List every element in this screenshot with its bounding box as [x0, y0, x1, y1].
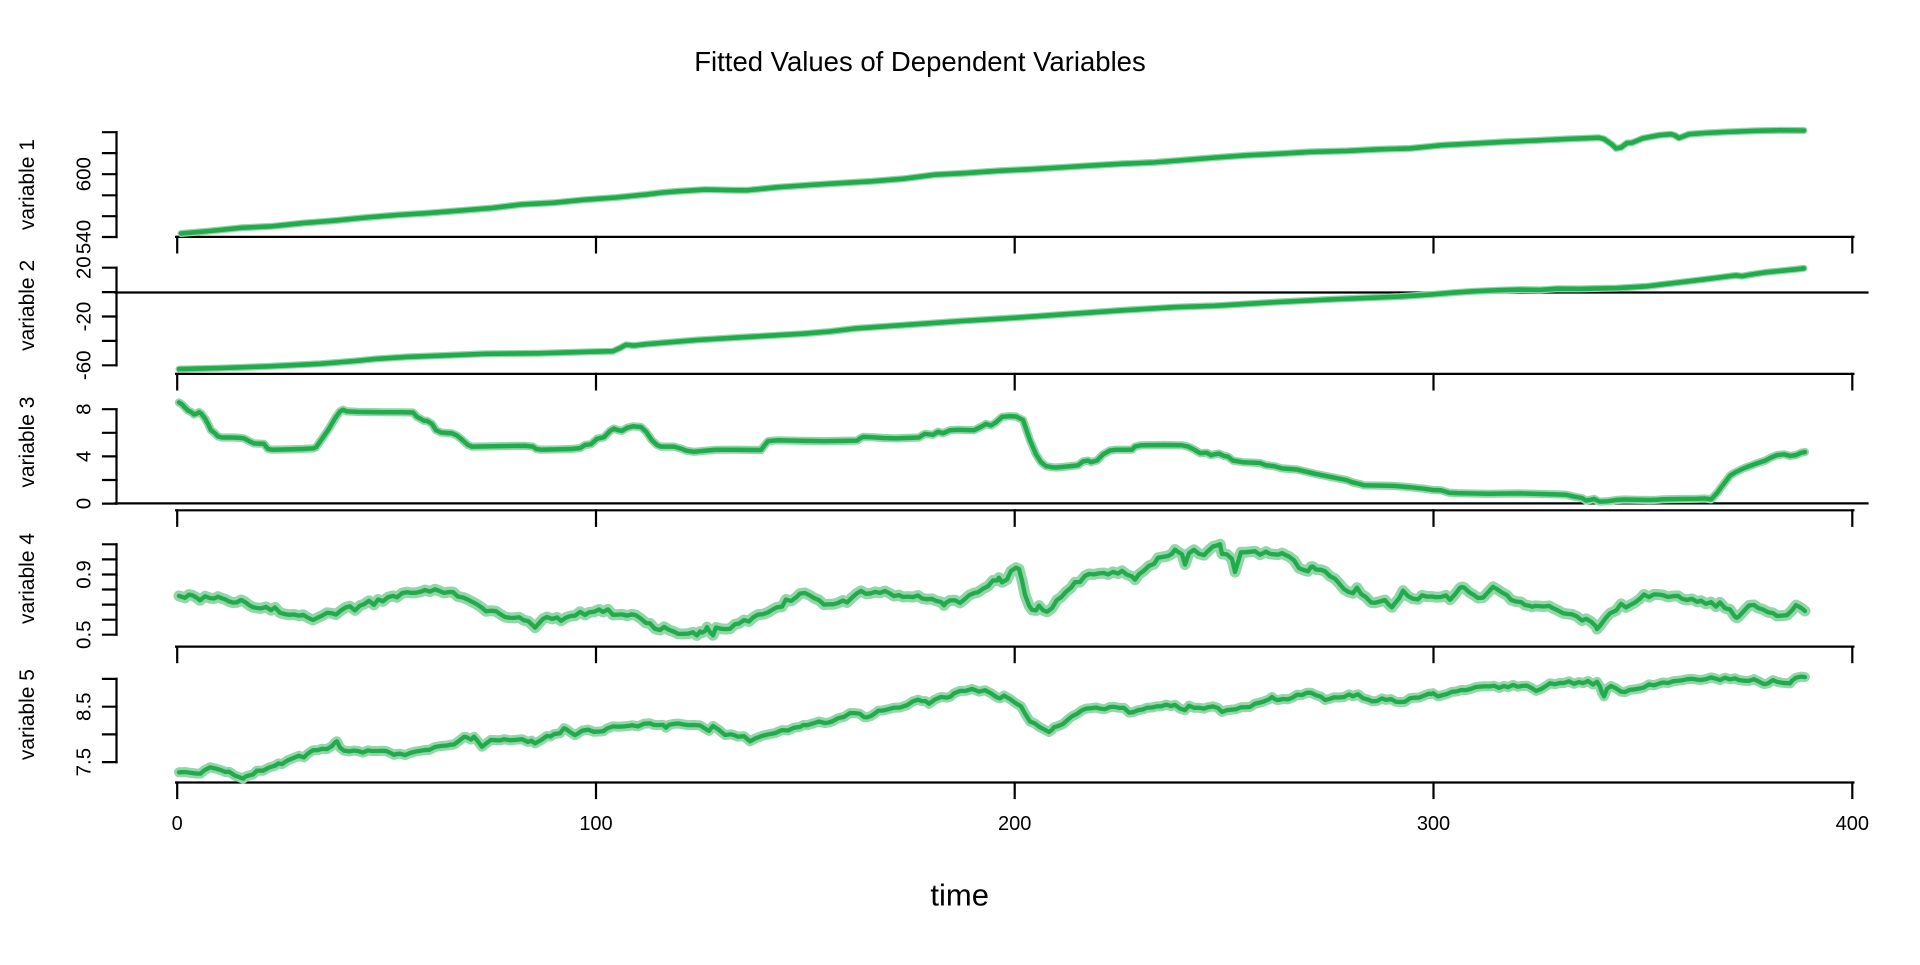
svg-text:-20: -20 — [73, 302, 96, 332]
svg-text:300: 300 — [1417, 813, 1450, 835]
svg-text:600: 600 — [73, 157, 96, 191]
svg-text:variable 2: variable 2 — [16, 260, 39, 351]
svg-text:8.5: 8.5 — [73, 692, 96, 721]
svg-text:time: time — [930, 877, 989, 912]
svg-text:100: 100 — [579, 813, 612, 835]
svg-text:0.5: 0.5 — [73, 620, 96, 649]
svg-text:0.9: 0.9 — [73, 560, 96, 589]
svg-text:variable 4: variable 4 — [16, 533, 39, 624]
svg-text:0: 0 — [172, 813, 183, 835]
svg-text:540: 540 — [73, 220, 96, 254]
svg-text:20: 20 — [73, 256, 96, 279]
svg-text:200: 200 — [998, 813, 1031, 835]
svg-text:variable 1: variable 1 — [16, 139, 39, 230]
svg-text:7.5: 7.5 — [73, 748, 96, 777]
svg-text:Fitted Values of Dependent Var: Fitted Values of Dependent Variables — [694, 46, 1145, 77]
svg-text:0: 0 — [73, 498, 96, 509]
svg-text:variable 3: variable 3 — [16, 397, 39, 488]
svg-text:-60: -60 — [73, 350, 96, 380]
svg-text:4: 4 — [73, 451, 96, 462]
svg-text:8: 8 — [73, 403, 96, 414]
svg-text:variable 5: variable 5 — [16, 669, 39, 760]
svg-text:400: 400 — [1836, 813, 1869, 835]
